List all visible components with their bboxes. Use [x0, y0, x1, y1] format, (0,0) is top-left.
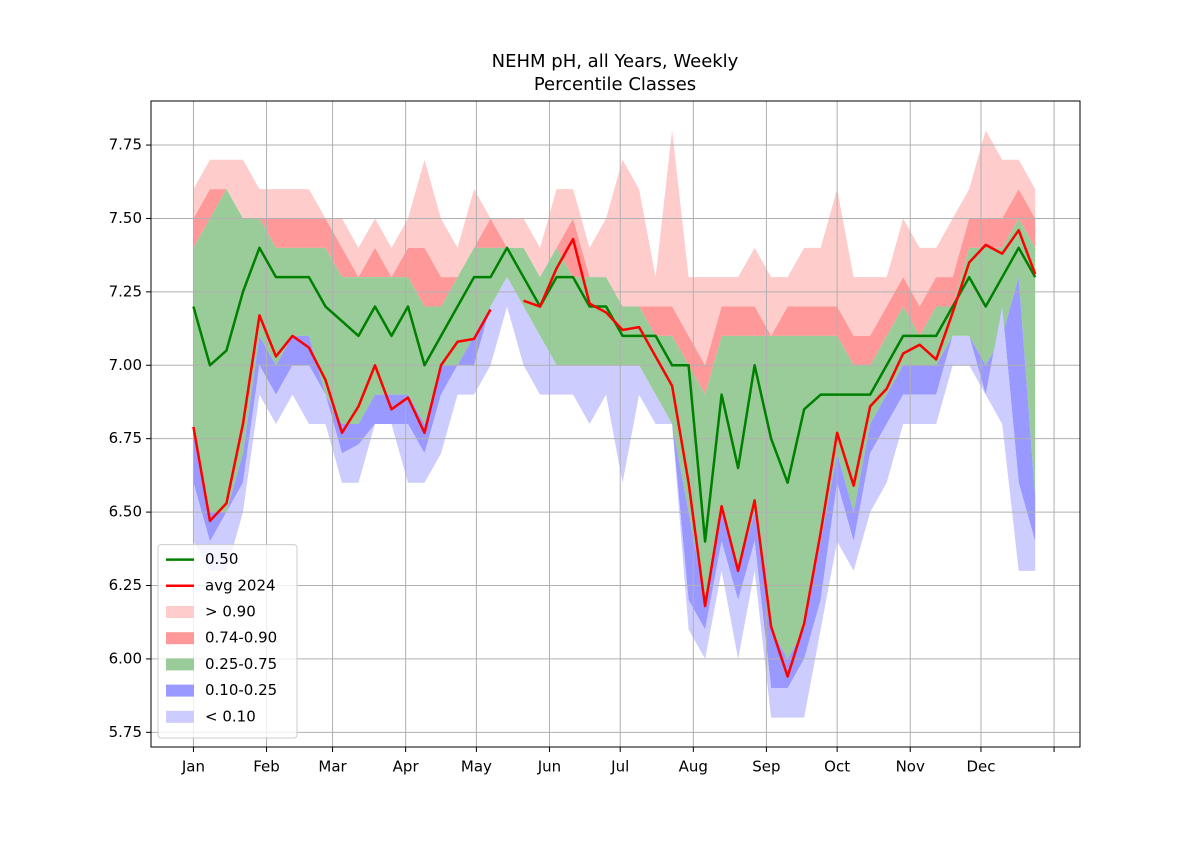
y-tick-label: 7.50 [109, 209, 142, 227]
legend-label: < 0.10 [205, 707, 256, 725]
x-tick-label: Apr [393, 758, 420, 776]
y-tick-label: 7.25 [109, 282, 142, 300]
x-tick-label: Dec [966, 758, 995, 776]
percentile-band [193, 189, 1036, 659]
legend-label: 0.74-0.90 [205, 629, 277, 647]
plot-frame [150, 100, 1081, 748]
legend: 0.50 avg 2024 > 0.90 0.74-0.90 0.25-0.75 0.10… [157, 544, 298, 739]
series-line [192, 228, 1037, 678]
legend-patch [166, 684, 194, 697]
x-tick-label: Sep [752, 758, 780, 776]
legend-label: > 0.90 [205, 603, 256, 621]
x-tick-label: Aug [679, 758, 708, 776]
x-tick-label: May [461, 758, 492, 776]
legend-label: 0.50 [205, 550, 238, 568]
legend-label: avg 2024 [205, 576, 276, 594]
y-tick-label: 6.75 [109, 429, 142, 447]
legend-patch [166, 606, 194, 618]
y-tick-label: 7.75 [109, 136, 142, 154]
x-tick-label: Jan [181, 758, 205, 776]
y-tick-label: 6.00 [109, 649, 142, 667]
y-tick-label: 6.25 [109, 576, 142, 594]
legend-patch [166, 710, 194, 723]
legend-patch [166, 632, 194, 645]
legend-label: 0.25-0.75 [205, 655, 277, 673]
x-tick-label: Feb [253, 758, 280, 776]
x-tick-label: Jul [610, 758, 629, 776]
legend-label: 0.10-0.25 [205, 681, 277, 699]
x-tick-label: Nov [896, 758, 925, 776]
x-tick-label: Jun [537, 758, 561, 776]
y-tick-label: 5.75 [109, 723, 142, 741]
chart-title: NEHM pH, all Years, Weekly [492, 51, 739, 72]
x-tick-label: Oct [824, 758, 850, 776]
x-tick-label: Mar [318, 758, 347, 776]
percentile-band [193, 130, 1036, 366]
legend-patch [166, 658, 194, 671]
chart-subtitle: Percentile Classes [534, 74, 696, 95]
y-tick-label: 7.00 [109, 356, 142, 374]
y-tick-label: 6.50 [109, 503, 142, 521]
